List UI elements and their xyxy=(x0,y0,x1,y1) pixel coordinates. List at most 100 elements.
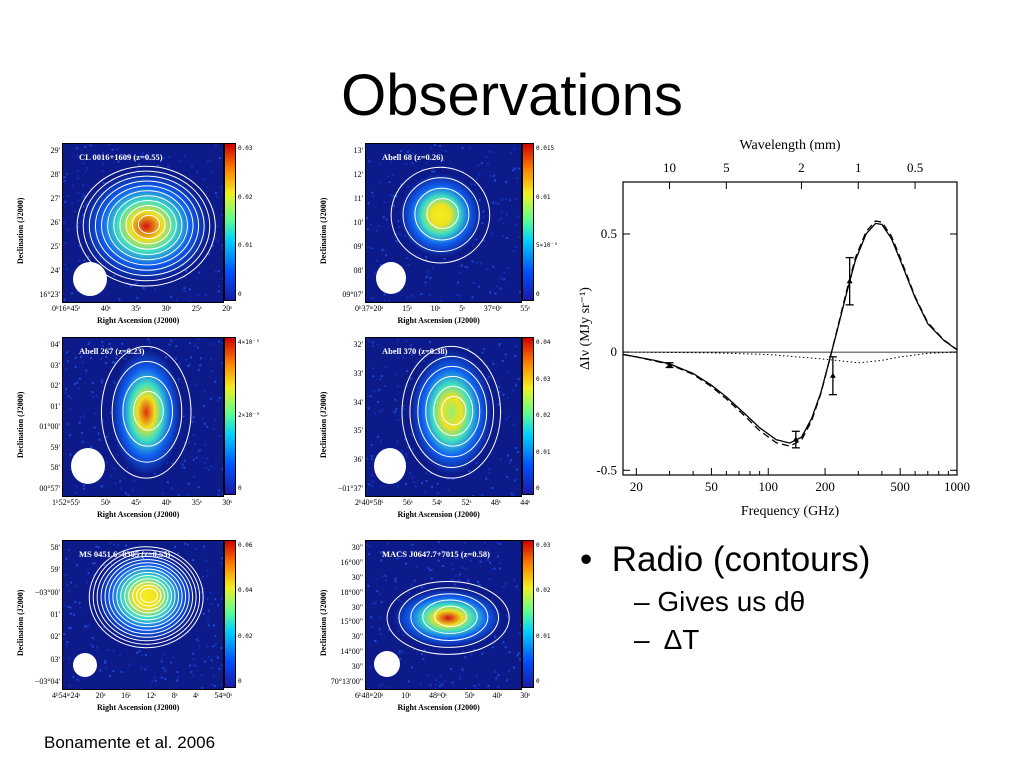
top-tick-label: 1 xyxy=(855,160,862,175)
noise-pixel xyxy=(406,257,409,259)
noise-pixel xyxy=(63,221,65,223)
noise-pixel xyxy=(399,650,401,653)
noise-pixel xyxy=(104,661,107,664)
noise-pixel xyxy=(383,201,386,204)
noise-pixel xyxy=(397,232,400,235)
x-tick-label: 37ᵐ0ˢ xyxy=(483,304,502,313)
colorbar-tick: 0.03 xyxy=(238,145,253,152)
noise-pixel xyxy=(167,165,170,168)
top-tick-label: 10 xyxy=(663,160,676,175)
noise-pixel xyxy=(397,220,400,223)
noise-pixel xyxy=(366,543,369,546)
y-tick-label: 30" xyxy=(351,543,363,552)
noise-pixel xyxy=(514,355,517,358)
noise-pixel xyxy=(404,453,407,456)
noise-pixel xyxy=(77,199,80,202)
noise-pixel xyxy=(504,645,507,648)
noise-pixel xyxy=(129,350,132,353)
noise-pixel xyxy=(428,293,431,296)
y-tick-label: 10' xyxy=(353,218,363,227)
noise-pixel xyxy=(475,238,478,241)
noise-pixel xyxy=(487,559,489,561)
noise-pixel xyxy=(500,210,503,213)
noise-pixel xyxy=(87,255,90,258)
sz-spectrum-chart: 20 50 100 200 500 1000 10 5 2 1 0.5 0.5 0 -0.5 Frequen… xyxy=(578,138,970,519)
noise-pixel xyxy=(452,578,455,581)
noise-pixel xyxy=(423,360,425,363)
noise-pixel xyxy=(430,147,433,150)
colorbar-tick: 0 xyxy=(536,291,540,298)
noise-pixel xyxy=(213,624,216,627)
sub-bullet-item: – Gives us dθ xyxy=(634,586,870,618)
noise-pixel xyxy=(113,381,116,384)
x-tick-labels: 6ʰ48ᵐ20ˢ 10ˢ 48ᵐ0ˢ 50ˢ 40ˢ 30ˢ xyxy=(355,691,530,700)
noise-pixel xyxy=(161,492,164,495)
colorbar-tick: 0.02 xyxy=(536,412,551,419)
x-tick-label: 16ˢ xyxy=(121,691,131,700)
noise-pixel xyxy=(89,144,92,147)
noise-pixel xyxy=(221,248,223,251)
noise-pixel xyxy=(82,184,85,187)
noise-pixel xyxy=(112,669,115,672)
noise-pixel xyxy=(502,234,505,237)
noise-pixel xyxy=(79,416,82,419)
x-tick-label: 48ˢ xyxy=(490,498,501,507)
noise-pixel xyxy=(497,674,500,677)
noise-pixel xyxy=(370,247,373,250)
noise-pixel xyxy=(170,339,173,342)
y-tick-label: 59' xyxy=(50,565,60,575)
noise-pixel xyxy=(76,177,79,180)
beam-ellipse xyxy=(376,262,406,294)
noise-pixel xyxy=(483,216,485,219)
noise-pixel xyxy=(483,347,486,350)
noise-pixel xyxy=(409,472,412,475)
y-tick-label: 27' xyxy=(50,194,60,203)
noise-pixel xyxy=(379,378,382,381)
noise-pixel xyxy=(121,342,124,345)
noise-pixel xyxy=(87,343,90,345)
noise-pixel xyxy=(214,642,217,645)
noise-pixel xyxy=(113,467,116,470)
noise-pixel xyxy=(86,581,88,584)
noise-pixel xyxy=(451,681,454,684)
y-tick-label: 03' xyxy=(50,654,60,664)
noise-pixel xyxy=(505,237,508,239)
noise-pixel xyxy=(214,270,217,273)
noise-pixel xyxy=(411,476,414,479)
noise-pixel xyxy=(516,654,519,657)
y-tick-label: 25' xyxy=(50,242,60,251)
noise-pixel xyxy=(206,570,209,573)
noise-pixel xyxy=(101,170,104,173)
noise-pixel xyxy=(368,483,371,486)
noise-pixel xyxy=(183,459,186,462)
noise-pixel xyxy=(506,616,509,618)
noise-pixel xyxy=(425,161,428,164)
radio-contour xyxy=(390,166,491,264)
radio-contour xyxy=(433,385,474,437)
noise-pixel xyxy=(65,388,67,391)
y-tick-label: 01' xyxy=(50,610,60,619)
noise-pixel xyxy=(386,542,389,545)
x-tick-label: 1000 xyxy=(944,479,970,494)
noise-pixel xyxy=(501,360,504,362)
noise-pixel xyxy=(459,294,462,297)
x-tick-label: 30ˢ xyxy=(520,691,530,700)
noise-pixel xyxy=(85,203,88,206)
noise-pixel xyxy=(151,680,154,683)
noise-pixel xyxy=(199,364,202,367)
noise-pixel xyxy=(467,579,470,582)
noise-pixel xyxy=(488,471,491,474)
y-tick-label: 30" xyxy=(351,662,363,672)
series-dotted-line xyxy=(622,351,958,364)
y-tick-label: 16°00" xyxy=(340,557,363,567)
radio-contour xyxy=(122,375,173,447)
noise-pixel xyxy=(68,590,71,593)
noise-pixel xyxy=(383,298,386,301)
noise-pixel xyxy=(394,373,397,376)
noise-pixel xyxy=(471,243,474,246)
noise-pixel xyxy=(516,177,519,180)
noise-pixel xyxy=(81,195,83,198)
noise-pixel xyxy=(195,456,198,459)
noise-pixel xyxy=(367,584,370,587)
bullet-item: • Radio (contours) xyxy=(580,540,870,580)
